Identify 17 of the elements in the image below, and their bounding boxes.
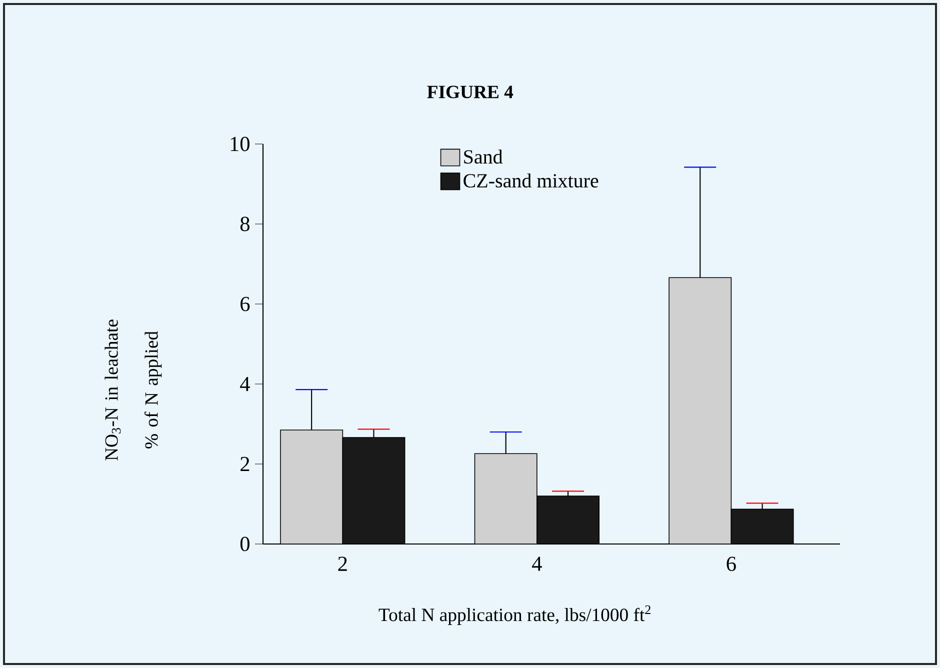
chart-title: FIGURE 4 <box>427 86 514 98</box>
x-axis-title: Total N application rate, lbs/1000 ft$^{2}$ <box>378 605 650 625</box>
y-tick-label: 10 <box>230 136 250 152</box>
bar <box>342 437 406 544</box>
bar <box>730 508 794 544</box>
y-tick-label: 6 <box>240 296 250 312</box>
x-tick-label: 4 <box>532 556 542 571</box>
y-tick-label: 0 <box>240 536 250 552</box>
x-tick-label: 2 <box>338 556 347 571</box>
y-tick-label: 2 <box>240 456 250 472</box>
text: NO$_{3}$-N in leachate % of N applied <box>104 320 162 460</box>
legend-label: CZ-sand mixture <box>464 173 598 188</box>
bar <box>536 496 600 544</box>
y-tick-label: 8 <box>240 216 250 232</box>
y-tick-label: 4 <box>240 376 250 392</box>
legend-label: Sand <box>464 150 503 164</box>
x-tick-label: 6 <box>726 556 736 572</box>
